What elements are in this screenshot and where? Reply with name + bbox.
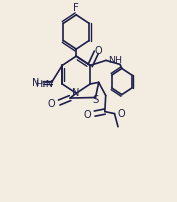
Text: S: S — [93, 95, 99, 105]
Text: O: O — [117, 108, 125, 118]
Text: F: F — [73, 3, 79, 13]
Text: H₂N: H₂N — [35, 80, 53, 89]
Text: O: O — [84, 109, 92, 119]
Text: N: N — [32, 78, 39, 88]
Text: O: O — [47, 98, 55, 108]
Text: NH: NH — [108, 56, 122, 65]
Text: O: O — [95, 46, 102, 56]
Text: N: N — [72, 87, 79, 97]
